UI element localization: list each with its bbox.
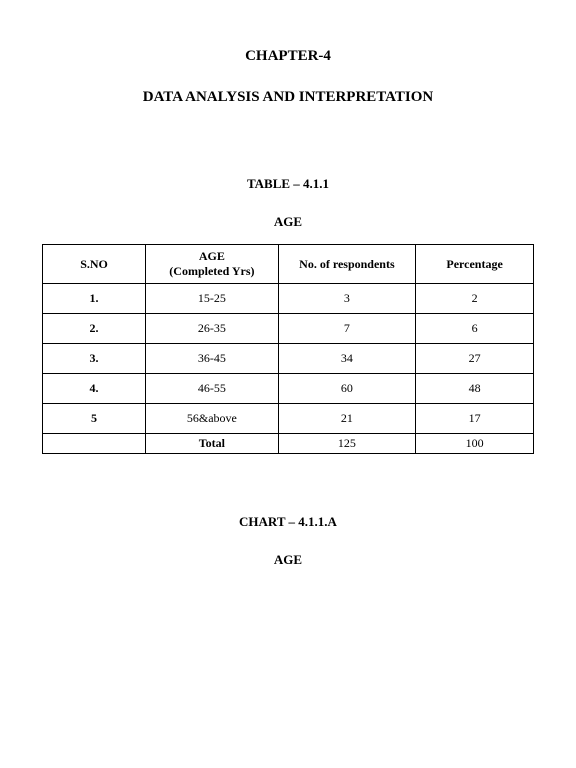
- cell-total-respondents: 125: [278, 434, 415, 454]
- table-header-row: S.NO AGE (Completed Yrs) No. of responde…: [43, 245, 534, 284]
- section-title: DATA ANALYSIS AND INTERPRETATION: [42, 89, 534, 106]
- cell-percentage: 17: [416, 404, 534, 434]
- cell-age: 15-25: [146, 284, 279, 314]
- column-header-age: AGE (Completed Yrs): [146, 245, 279, 284]
- table-subject: AGE: [42, 214, 534, 230]
- cell-respondents: 34: [278, 344, 415, 374]
- cell-percentage: 48: [416, 374, 534, 404]
- cell-age: 56&above: [146, 404, 279, 434]
- cell-total-label: Total: [146, 434, 279, 454]
- table-row: 2. 26-35 7 6: [43, 314, 534, 344]
- cell-respondents: 7: [278, 314, 415, 344]
- cell-respondents: 60: [278, 374, 415, 404]
- cell-respondents: 3: [278, 284, 415, 314]
- column-header-sno: S.NO: [43, 245, 146, 284]
- cell-sno: 4.: [43, 374, 146, 404]
- cell-sno: 3.: [43, 344, 146, 374]
- column-header-age-main: AGE: [199, 249, 225, 263]
- table-row: 3. 36-45 34 27: [43, 344, 534, 374]
- table-row: 1. 15-25 3 2: [43, 284, 534, 314]
- cell-sno: 1.: [43, 284, 146, 314]
- cell-percentage: 6: [416, 314, 534, 344]
- column-header-respondents: No. of respondents: [278, 245, 415, 284]
- cell-respondents: 21: [278, 404, 415, 434]
- cell-age: 26-35: [146, 314, 279, 344]
- column-header-percentage: Percentage: [416, 245, 534, 284]
- cell-total-percentage: 100: [416, 434, 534, 454]
- table-label: TABLE – 4.1.1: [42, 176, 534, 192]
- cell-total-blank: [43, 434, 146, 454]
- chapter-title: CHAPTER-4: [42, 48, 534, 65]
- cell-sno: 5: [43, 404, 146, 434]
- cell-age: 36-45: [146, 344, 279, 374]
- table-row: 5 56&above 21 17: [43, 404, 534, 434]
- chart-subject: AGE: [42, 552, 534, 568]
- cell-age: 46-55: [146, 374, 279, 404]
- age-table: S.NO AGE (Completed Yrs) No. of responde…: [42, 244, 534, 454]
- cell-percentage: 2: [416, 284, 534, 314]
- chart-label: CHART – 4.1.1.A: [42, 514, 534, 530]
- cell-percentage: 27: [416, 344, 534, 374]
- table-total-row: Total 125 100: [43, 434, 534, 454]
- cell-sno: 2.: [43, 314, 146, 344]
- table-row: 4. 46-55 60 48: [43, 374, 534, 404]
- column-header-age-sub: (Completed Yrs): [169, 264, 254, 278]
